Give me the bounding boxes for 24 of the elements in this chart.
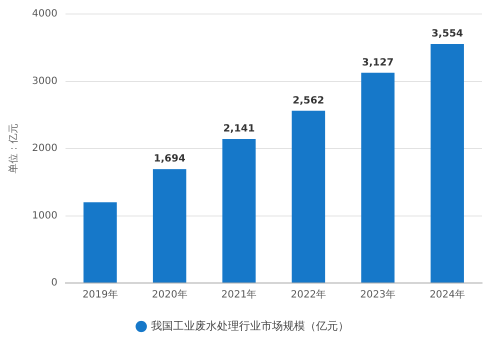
data-label: 2,562: [292, 95, 324, 106]
data-label: 3,554: [431, 28, 464, 40]
y-tick-label: 0: [51, 278, 58, 289]
x-tick-label: 2023年: [360, 288, 396, 301]
bar: [430, 44, 464, 282]
legend-label: 我国工业废水处理行业市场规模（亿元）: [150, 319, 349, 332]
bar: [84, 202, 117, 282]
y-tick-label: 2000: [32, 143, 58, 154]
data-label: 1,694: [154, 154, 186, 165]
y-axis-title: 单位：亿元: [8, 124, 20, 174]
data-label: 2,141: [223, 124, 255, 135]
x-tick-label: 2021年: [221, 288, 257, 301]
x-tick-label: 2020年: [152, 288, 188, 301]
bar: [361, 72, 395, 282]
bar: [152, 169, 186, 282]
bar: [292, 110, 326, 282]
y-tick-label: 4000: [32, 8, 58, 20]
bar: [222, 139, 256, 282]
x-tick-label: 2024年: [430, 288, 466, 301]
y-tick-label: 3000: [32, 76, 58, 87]
x-tick-label: 2019年: [82, 288, 118, 301]
data-label: 3,127: [362, 57, 394, 68]
x-tick-label: 2022年: [290, 288, 326, 301]
y-tick-label: 1000: [32, 210, 58, 222]
